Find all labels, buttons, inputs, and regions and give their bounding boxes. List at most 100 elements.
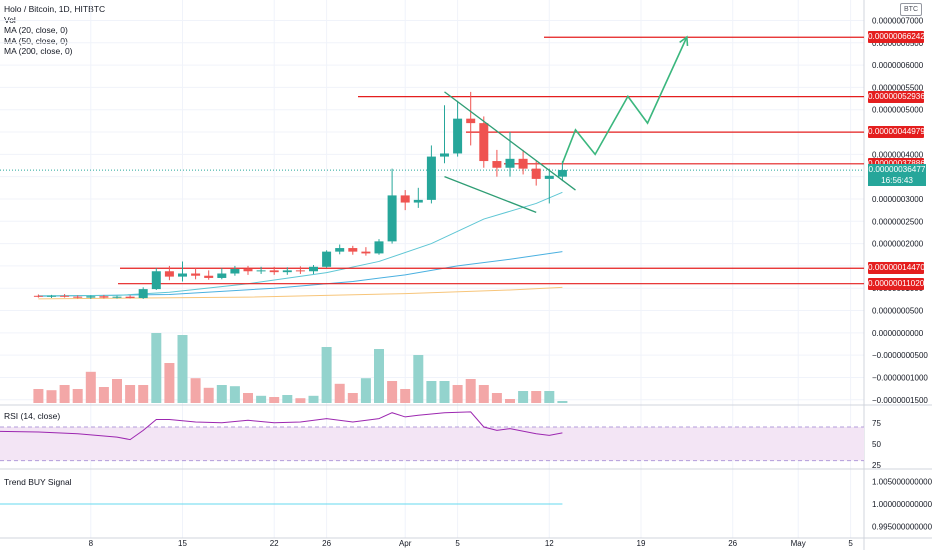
time-tick-label: 8 (89, 539, 94, 548)
candle-body (335, 248, 345, 252)
time-tick-label: May (791, 539, 806, 548)
time-tick-label: Apr (399, 539, 412, 548)
price-tick-label: −0.0000001500 (872, 396, 928, 405)
candle-body (309, 266, 318, 272)
candle-body (138, 289, 148, 299)
volume-bar (478, 385, 489, 403)
volume-bar (98, 387, 109, 403)
volume-bar (164, 363, 175, 403)
level-price-tag: 0.00000066242 (868, 31, 925, 44)
price-tick-label: −0.0000001000 (872, 373, 928, 382)
wedge-lower-line (444, 176, 537, 213)
volume-bar (518, 391, 529, 403)
price-tick-label: 0.0000000000 (872, 329, 924, 338)
rsi-line (0, 411, 563, 441)
candle-body (453, 118, 463, 154)
currency-badge[interactable]: BTC (900, 3, 922, 16)
rsi-tick-label: 25 (872, 461, 881, 470)
symbol-title[interactable]: Holo / Bitcoin, 1D, HITBTC (4, 4, 106, 14)
candle-body (374, 241, 384, 254)
volume-bar (112, 379, 122, 403)
volume-bar (360, 378, 371, 403)
volume-bar (295, 398, 306, 403)
volume-bar (347, 393, 358, 403)
volume-bar (256, 395, 267, 403)
ma200-legend[interactable]: MA (200, close, 0) (4, 46, 73, 56)
volume-bar (491, 393, 502, 403)
volume-bar (229, 386, 240, 403)
candle-body (217, 273, 227, 278)
projection-path (561, 36, 688, 164)
current-price-tag: 0.00000036477 16:56:43 (868, 164, 926, 187)
projection-arrowhead (679, 35, 689, 47)
candle-body (243, 269, 253, 272)
volume-bar (59, 385, 70, 403)
rsi-title[interactable]: RSI (14, close) (4, 411, 61, 421)
trend-title[interactable]: Trend BUY Signal (4, 477, 72, 487)
trend-tick-label: 1.000000000000 (872, 500, 932, 509)
rsi-tick-label: 50 (872, 440, 881, 449)
candle-body (282, 270, 292, 273)
candle-body (479, 123, 489, 162)
volume-bar (269, 397, 280, 403)
ma200-line (38, 286, 563, 300)
rsi-band (0, 427, 864, 461)
volume-bar (125, 385, 136, 403)
price-tick-label: −0.0000000500 (872, 351, 928, 360)
candle-body (440, 153, 449, 157)
level-price-tag: 0.00000044979 (868, 126, 925, 139)
price-tick-label: 0.0000007000 (872, 16, 924, 25)
wedge-upper-line (444, 91, 576, 191)
price-tick-label: 0.0000006000 (872, 61, 924, 70)
time-tick-label: 26 (728, 539, 737, 548)
volume-bar (308, 395, 319, 403)
volume-bar (505, 399, 515, 403)
price-tick-label: 0.0000005000 (872, 106, 924, 115)
time-tick-label: 22 (270, 539, 279, 548)
candle-body (544, 175, 554, 179)
candle-body (348, 248, 358, 252)
price-tick-label: 0.0000002000 (872, 240, 924, 249)
volume-bar (72, 389, 83, 403)
volume-bar (426, 381, 437, 403)
candle-body (518, 158, 528, 169)
candle-body (505, 158, 515, 168)
candle-body (164, 271, 174, 277)
price-tick-label: 0.0000002500 (872, 217, 924, 226)
candle-body (99, 296, 109, 298)
volume-bar (46, 390, 57, 403)
time-tick-label: 12 (545, 539, 554, 548)
volume-bar (544, 391, 555, 403)
candle-body (47, 295, 56, 297)
candle-body (557, 169, 567, 177)
vol-legend[interactable]: Vol (4, 14, 16, 25)
volume-bar (400, 389, 411, 403)
volume-bar (321, 347, 332, 403)
volume-bar (439, 381, 450, 403)
candle-body (269, 270, 279, 273)
volume-bar (243, 393, 253, 403)
price-tick-label: 0.0000004000 (872, 150, 924, 159)
current-price-value: 0.00000036477 (868, 165, 926, 175)
time-tick-label: 15 (178, 539, 187, 548)
ma50-legend[interactable]: MA (50, close, 0) (4, 35, 68, 46)
price-tick-label: 0.0000005500 (872, 83, 924, 92)
time-tick-label: 5 (848, 539, 853, 548)
level-price-tag: 0.00000014470 (868, 262, 925, 275)
candle-body (400, 195, 410, 203)
candle-body (256, 270, 266, 272)
volume-bar (138, 385, 149, 403)
volume-bar (413, 355, 424, 403)
candle-body (492, 161, 502, 168)
volume-bar (334, 383, 345, 403)
candle-body (230, 269, 240, 274)
volume-bar (85, 371, 96, 403)
candle-body (413, 199, 423, 203)
ma20-legend[interactable]: MA (20, close, 0) (4, 25, 68, 35)
time-tick-label: 5 (455, 539, 460, 548)
candle-body (73, 296, 83, 298)
candle-body (33, 295, 43, 297)
candle-body (387, 195, 397, 242)
candle-body (426, 156, 436, 200)
